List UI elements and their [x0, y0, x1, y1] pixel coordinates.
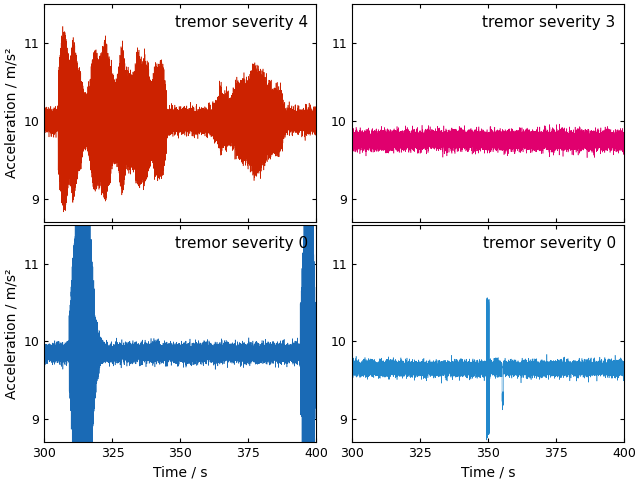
X-axis label: Time / s: Time / s — [153, 466, 208, 480]
Text: tremor severity 0: tremor severity 0 — [483, 236, 616, 251]
Text: tremor severity 0: tremor severity 0 — [175, 236, 308, 251]
Text: tremor severity 4: tremor severity 4 — [175, 15, 308, 30]
Y-axis label: Acceleration / m/s²: Acceleration / m/s² — [4, 48, 18, 178]
Y-axis label: Acceleration / m/s²: Acceleration / m/s² — [4, 268, 18, 399]
Text: tremor severity 3: tremor severity 3 — [483, 15, 616, 30]
X-axis label: Time / s: Time / s — [461, 466, 515, 480]
